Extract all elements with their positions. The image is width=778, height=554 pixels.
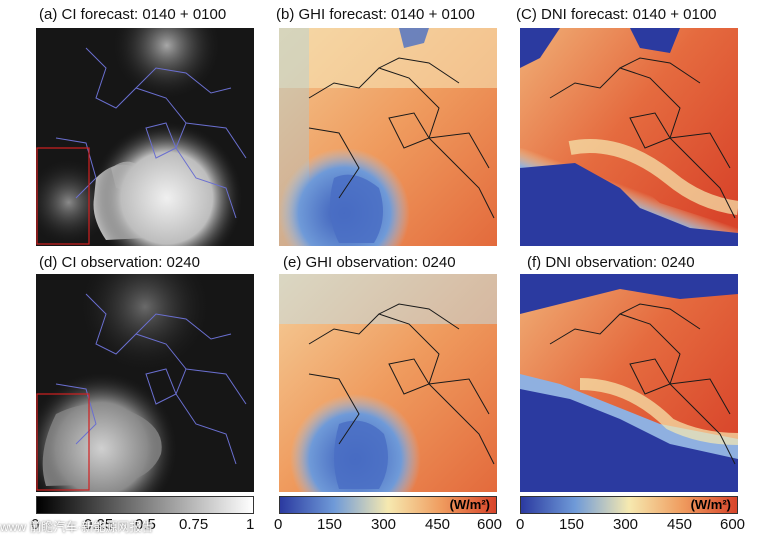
dni-tick-label: 600 — [720, 516, 746, 533]
ghi-tick-label: 0 — [274, 516, 283, 533]
ci-tick-label: 0 — [31, 516, 40, 533]
dni-colorbar: (W/m²) — [520, 496, 738, 514]
ghi-observation-map — [279, 274, 497, 492]
dni-tick-label: 300 — [613, 516, 639, 533]
panel-b-title: (b) GHI forecast: 0140 + 0100 — [276, 6, 475, 23]
panel-e-title: (e) GHI observation: 0240 — [283, 254, 456, 271]
ci-tick-label: 0.5 — [135, 516, 156, 533]
dni-unit-label: (W/m²) — [690, 497, 731, 512]
ci-tick-label: 0.75 — [179, 516, 209, 533]
ghi-forecast-map — [279, 28, 497, 246]
dni-forecast-map — [520, 28, 738, 246]
panel-c-title: (C) DNI forecast: 0140 + 0100 — [516, 6, 717, 23]
dni-tick-label: 150 — [559, 516, 585, 533]
dni-tick-label: 0 — [516, 516, 525, 533]
dni-observation-map — [520, 274, 738, 492]
panel-a-title: (a) CI forecast: 0140 + 0100 — [39, 6, 227, 23]
ci-observation-map — [36, 274, 254, 492]
ghi-tick-label: 450 — [425, 516, 451, 533]
panel-d-title: (d) CI observation: 0240 — [39, 254, 200, 271]
ci-tick-label: 1 — [246, 516, 255, 533]
ghi-unit-label: (W/m²) — [449, 497, 490, 512]
ci-forecast-map — [36, 28, 254, 246]
ghi-tick-label: 600 — [477, 516, 503, 533]
ghi-colorbar: (W/m²) — [279, 496, 497, 514]
dni-tick-label: 450 — [667, 516, 693, 533]
watermark: www 前瞻汽车·新能源网报告 — [0, 520, 154, 534]
panel-f-title: (f) DNI observation: 0240 — [527, 254, 695, 271]
ci-colorbar — [36, 496, 254, 514]
ci-tick-label: 0.25 — [84, 516, 114, 533]
ghi-tick-label: 150 — [317, 516, 343, 533]
ghi-tick-label: 300 — [371, 516, 397, 533]
